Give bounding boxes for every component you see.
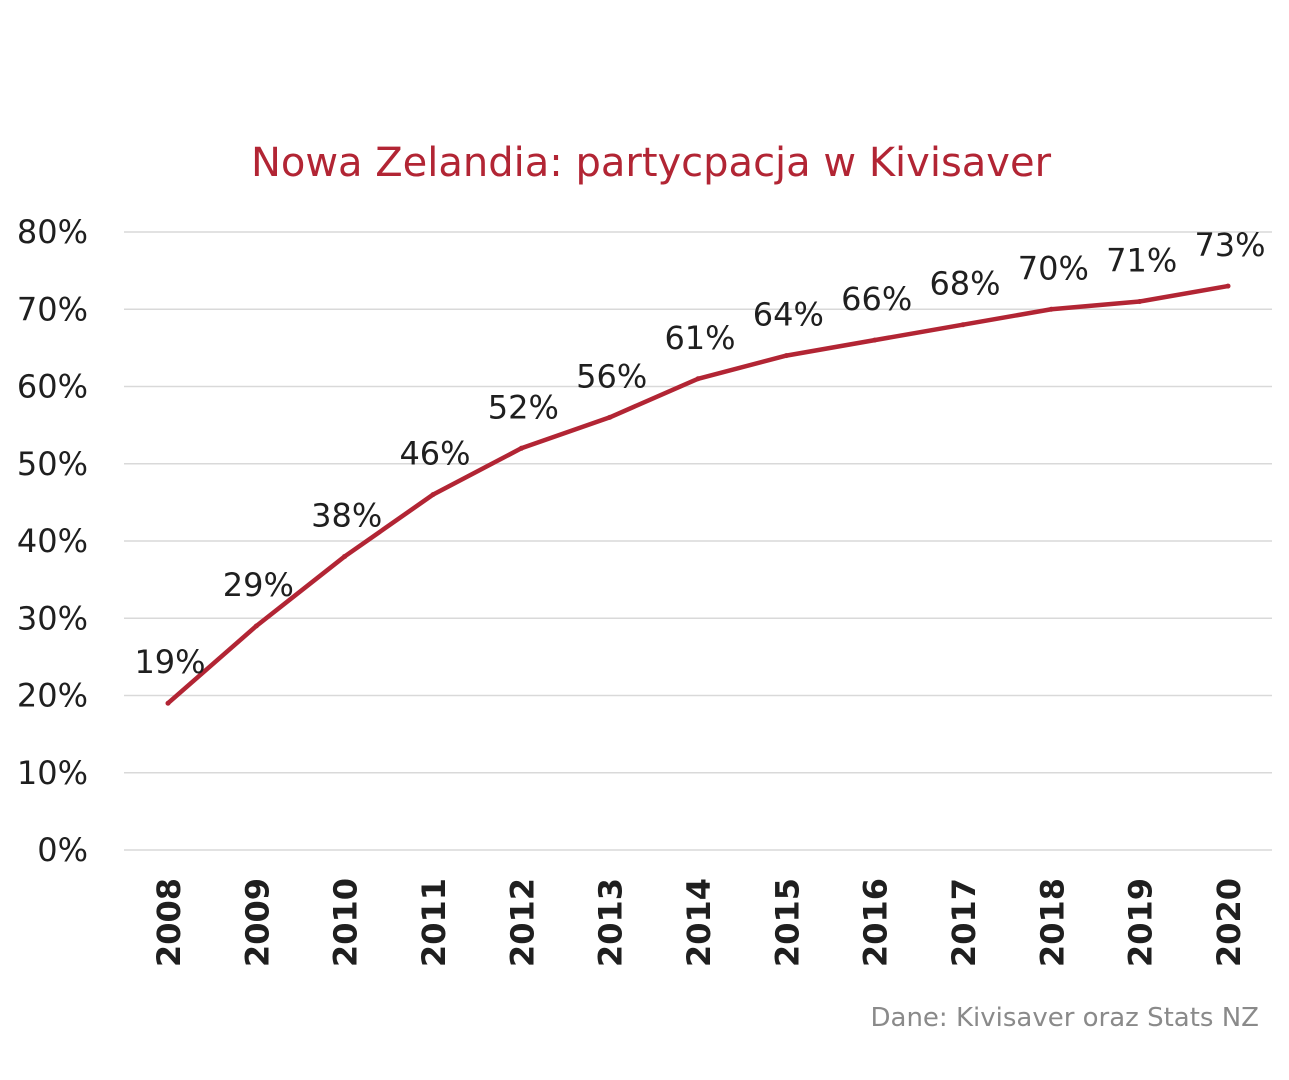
data-label: 38%	[311, 496, 382, 534]
chart-title: Nowa Zelandia: partycpacja w Kivisaver	[251, 140, 1052, 186]
data-label: 64%	[753, 296, 824, 334]
x-axis-ticks: 2008 2009 2010 2011 2012 2013 2014 2015 2016 2017…	[150, 878, 1248, 967]
series	[165, 283, 1231, 706]
data-point	[1137, 299, 1143, 305]
data-point	[518, 445, 524, 451]
data-point	[872, 337, 878, 343]
data-point	[783, 353, 789, 359]
data-label: 66%	[841, 280, 912, 318]
x-tick-label: 2014	[680, 878, 718, 967]
y-tick-label: 60%	[17, 368, 88, 406]
x-tick-label: 2016	[857, 878, 895, 967]
y-tick-label: 20%	[17, 677, 88, 715]
data-labels: 19% 29% 38% 46% 52% 56% 61% 64% 66% 68% 70% 71% 73%	[134, 226, 1265, 681]
data-point	[695, 376, 701, 382]
data-label: 70%	[1018, 249, 1089, 287]
data-label: 29%	[223, 566, 294, 604]
data-label: 71%	[1106, 242, 1177, 280]
y-tick-label: 70%	[17, 290, 88, 328]
data-point	[430, 492, 436, 498]
x-tick-label: 2018	[1033, 878, 1071, 967]
x-tick-label: 2010	[327, 878, 365, 967]
data-label: 19%	[134, 643, 205, 681]
x-tick-label: 2008	[150, 878, 188, 967]
y-tick-label: 30%	[17, 599, 88, 637]
x-tick-label: 2019	[1122, 878, 1160, 967]
data-point	[607, 414, 613, 420]
y-tick-label: 0%	[37, 831, 88, 869]
data-point	[960, 322, 966, 328]
y-tick-label: 80%	[17, 213, 88, 251]
data-point	[165, 700, 171, 706]
data-point	[342, 553, 348, 559]
data-label: 46%	[399, 435, 470, 473]
data-label: 52%	[488, 388, 559, 426]
data-point	[1048, 306, 1054, 312]
x-tick-label: 2013	[592, 878, 630, 967]
x-tick-label: 2020	[1210, 878, 1248, 967]
data-point	[1225, 283, 1231, 289]
x-tick-label: 2015	[768, 878, 806, 967]
x-tick-label: 2011	[415, 878, 453, 967]
x-tick-label: 2009	[238, 878, 276, 967]
y-axis-ticks: 0% 10% 20% 30% 40% 50% 60% 70% 80%	[17, 213, 88, 869]
y-tick-label: 40%	[17, 522, 88, 560]
x-tick-label: 2012	[503, 878, 541, 967]
data-label: 61%	[664, 319, 735, 357]
y-tick-label: 50%	[17, 445, 88, 483]
data-label: 56%	[576, 357, 647, 395]
data-label: 73%	[1194, 226, 1265, 264]
source-note: Dane: Kivisaver oraz Stats NZ	[870, 1003, 1260, 1033]
data-point	[253, 623, 259, 629]
x-tick-label: 2017	[945, 878, 983, 967]
data-label: 68%	[929, 265, 1000, 303]
y-tick-label: 10%	[17, 754, 88, 792]
gridlines	[124, 231, 1272, 851]
